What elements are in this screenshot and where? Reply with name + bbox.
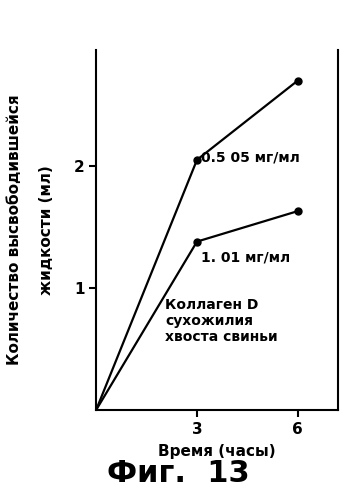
X-axis label: Время (часы): Время (часы) [158,444,276,459]
Text: Количество высвободившейся: Количество высвободившейся [7,94,22,366]
Text: Коллаген D
сухожилия
хвоста свиньи: Коллаген D сухожилия хвоста свиньи [165,298,278,344]
Text: 0.5 05 мг/мл: 0.5 05 мг/мл [201,150,300,164]
Text: Фиг.  13: Фиг. 13 [107,458,249,488]
Text: 1. 01 мг/мл: 1. 01 мг/мл [201,250,290,264]
Text: жидкости (мл): жидкости (мл) [39,165,54,295]
